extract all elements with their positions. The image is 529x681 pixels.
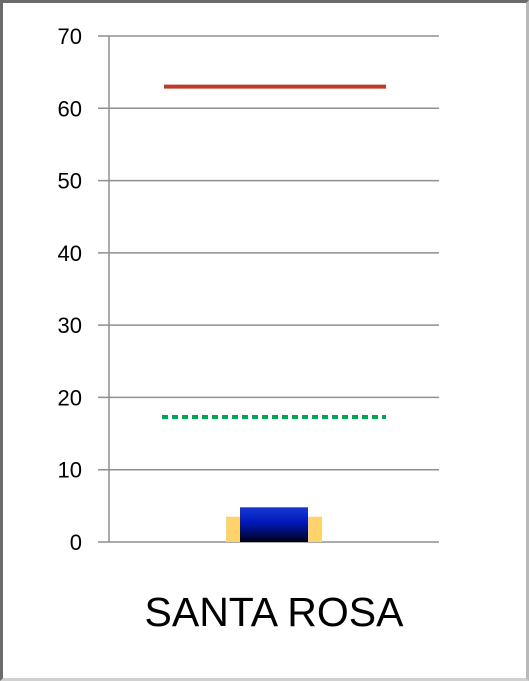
category-label: SANTA ROSA — [145, 589, 405, 635]
chart-marks — [162, 84, 386, 542]
y-tick-label-0: 0 — [70, 530, 82, 555]
y-tick-labels: 0 10 20 30 40 50 60 70 — [58, 24, 82, 555]
y-tick-label-60: 60 — [58, 96, 82, 121]
y-tick-label-50: 50 — [58, 169, 82, 194]
y-tick-label-40: 40 — [58, 241, 82, 266]
grid-lines — [98, 35, 439, 543]
y-tick-label-20: 20 — [58, 385, 82, 410]
bar-santa-rosa — [240, 507, 308, 542]
y-tick-label-30: 30 — [58, 313, 82, 338]
y-tick-label-70: 70 — [58, 24, 82, 49]
y-tick-label-10: 10 — [58, 458, 82, 483]
